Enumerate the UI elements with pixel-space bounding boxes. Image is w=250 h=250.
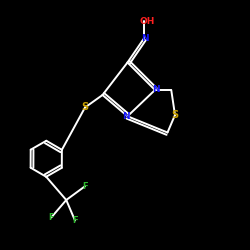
Text: F: F — [72, 216, 78, 225]
Text: N: N — [141, 34, 149, 43]
Text: S: S — [82, 102, 88, 113]
Text: N: N — [152, 86, 160, 94]
Text: S: S — [172, 110, 178, 120]
Text: N: N — [122, 112, 130, 121]
Text: F: F — [82, 182, 88, 191]
Text: F: F — [48, 213, 54, 222]
Text: OH: OH — [140, 17, 155, 26]
